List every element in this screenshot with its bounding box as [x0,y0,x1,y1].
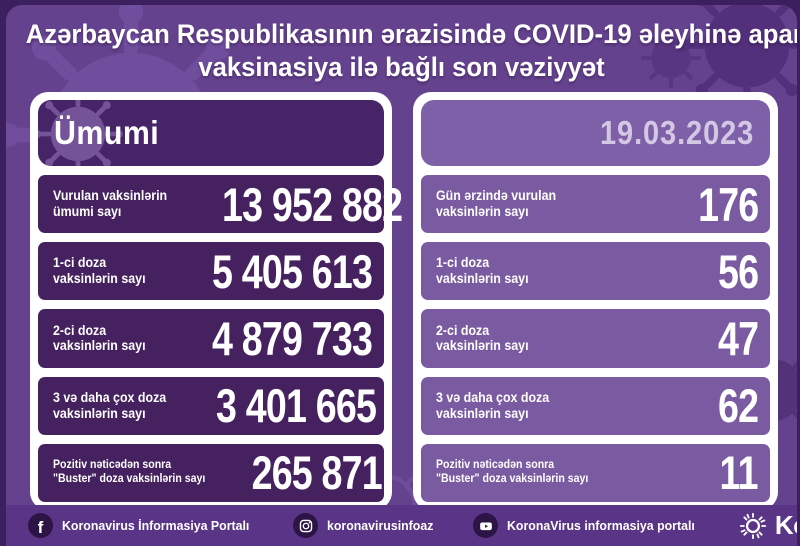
stat-row-total-all: Vurulan vaksinlərin ümumi sayı 13 952 88… [38,174,403,234]
instagram-label: koronavirusinfoaz [327,518,434,533]
stat-row-total-dose3plus: 3 və daha çox doza vaksinlərin sayı 3 40… [38,376,384,435]
facebook-link[interactable]: f Koronavirus İnformasiya Portalı [28,513,259,538]
daily-stats-card: 19.03.2023 Gün ərzində vurulan vaksinlər… [413,91,778,510]
facebook-icon: f [28,513,53,538]
stat-value: 62 [717,379,759,433]
instagram-icon [293,513,319,538]
stat-label: Pozitiv nəticədən sonra "Buster" doza va… [53,459,206,485]
stat-row-total-dose1: 1-ci doza vaksinlərin sayı 5 405 613 [38,242,384,301]
stat-value: 11 [719,446,759,500]
stat-value: 3 401 665 [216,379,377,433]
total-panel-title: Ümumi [54,113,160,151]
stat-label: Vurulan vaksinlərin ümumi sayı [53,188,168,220]
stat-row-daily-dose2: 2-ci doza vaksinlərin sayı 47 [421,309,770,368]
stat-label: 2-ci doza vaksinlərin sayı [53,322,146,354]
page-title-line1: Azərbaycan Respublikasının ərazisində CO… [25,19,797,49]
facebook-label: Koronavirus İnformasiya Portalı [62,518,250,533]
stat-row-daily-all: Gün ərzində vurulan vaksinlərin sayı 176 [421,174,770,234]
youtube-label: KoronaVirus informasiya portalı [507,518,696,533]
stat-row-total-dose2: 2-ci doza vaksinlərin sayı 4 879 733 [38,309,384,368]
stat-label: 2-ci doza vaksinlərin sayı [436,322,529,354]
stat-label: Gün ərzində vurulan vaksinlərin sayı [436,188,557,220]
stat-value: 265 871 [251,446,382,500]
stat-label: 1-ci doza vaksinlərin sayı [53,255,146,287]
brand-name: KoronaVirus [774,509,797,540]
stats-panels: Ümumi Vurulan vaksinlərin ümumi sayı 13 … [30,91,797,510]
stat-row-total-buster: Pozitiv nəticədən sonra "Buster" doza va… [38,443,384,502]
stat-value: 47 [717,311,759,365]
stat-value: 176 [697,177,759,231]
infographic-canvas: Azərbaycan Respublikasının ərazisində CO… [6,5,797,546]
report-date: 19.03.2023 [599,113,754,151]
youtube-link[interactable]: KoronaVirus informasiya portalı [473,513,705,538]
daily-card-header: 19.03.2023 [421,99,770,166]
stat-row-daily-dose3plus: 3 və daha çox doza vaksinlərin sayı 62 [421,376,770,435]
total-rows: Vurulan vaksinlərin ümumi sayı 13 952 88… [38,174,403,502]
stat-label: 3 və daha çox doza vaksinlərin sayı [436,389,550,421]
stat-label: Pozitiv nəticədən sonra "Buster" doza va… [436,459,589,485]
youtube-icon [473,513,499,538]
stat-label: 3 və daha çox doza vaksinlərin sayı [53,389,167,421]
page-title-line2: vaksinasiya ilə bağlı son vəziyyət [198,52,605,83]
instagram-link[interactable]: koronavirusinfoaz [293,513,439,538]
page-title: Azərbaycan Respublikasının ərazisində CO… [6,5,797,85]
stat-value: 56 [717,244,759,298]
total-card-header: Ümumi [38,99,384,166]
footer-bar: f Koronavirus İnformasiya Portalı korona… [6,505,797,546]
stat-label: 1-ci doza vaksinlərin sayı [436,255,529,287]
stat-value: 4 879 733 [211,311,373,365]
stat-value: 5 405 613 [211,244,373,298]
total-stats-card: Ümumi Vurulan vaksinlərin ümumi sayı 13 … [30,91,403,510]
daily-rows: Gün ərzində vurulan vaksinlərin sayı 176… [421,174,770,502]
stat-row-daily-dose1: 1-ci doza vaksinlərin sayı 56 [421,242,770,301]
koronavirus-brand: KoronaVirus info [739,512,797,540]
virus-sun-icon [739,512,767,539]
stat-row-daily-buster: Pozitiv nəticədən sonra "Buster" doza va… [421,443,770,502]
stat-value: 13 952 882 [222,177,403,231]
